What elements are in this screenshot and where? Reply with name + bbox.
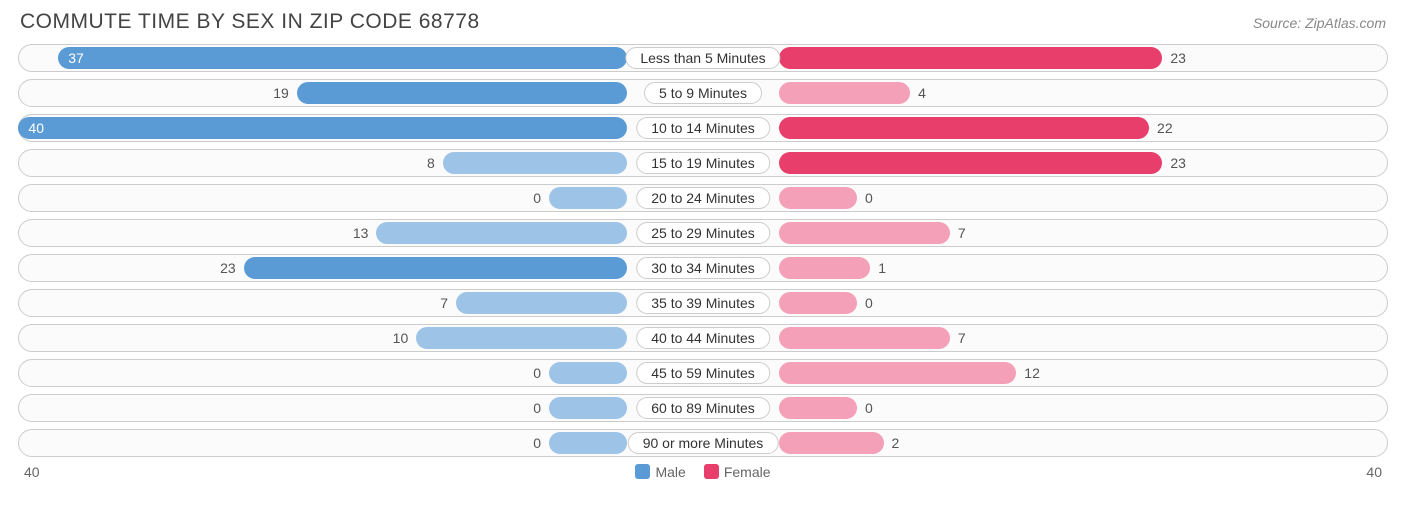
male-bar	[549, 362, 627, 384]
row-category-label: 90 or more Minutes	[628, 432, 779, 454]
axis-max-left: 40	[24, 464, 40, 480]
bar-row: 8 23 15 to 19 Minutes	[18, 149, 1388, 177]
row-category-label: 20 to 24 Minutes	[636, 187, 770, 209]
female-bar	[779, 257, 870, 279]
bar-row: 7 0 35 to 39 Minutes	[18, 289, 1388, 317]
male-value: 13	[353, 225, 369, 241]
female-swatch-icon	[704, 464, 719, 479]
female-value: 1	[878, 260, 886, 276]
female-bar	[779, 432, 884, 454]
male-value: 19	[273, 85, 289, 101]
female-bar	[779, 222, 950, 244]
male-bar	[443, 152, 627, 174]
male-bar	[549, 432, 627, 454]
bar-row: 0 0 60 to 89 Minutes	[18, 394, 1388, 422]
bar-row: 23 1 30 to 34 Minutes	[18, 254, 1388, 282]
axis-max-right: 40	[1366, 464, 1382, 480]
male-value: 23	[220, 260, 236, 276]
female-value: 23	[1170, 155, 1186, 171]
row-category-label: 60 to 89 Minutes	[636, 397, 770, 419]
bar-row: 0 0 20 to 24 Minutes	[18, 184, 1388, 212]
row-category-label: 45 to 59 Minutes	[636, 362, 770, 384]
male-value: 10	[393, 330, 409, 346]
legend-item-female: Female	[704, 464, 771, 480]
row-category-label: 5 to 9 Minutes	[644, 82, 762, 104]
female-value: 7	[958, 330, 966, 346]
female-bar	[779, 117, 1149, 139]
male-value: 40	[28, 120, 44, 136]
legend-label-female: Female	[724, 464, 771, 480]
diverging-bar-chart: 37 23 Less than 5 Minutes 19 4 5 to 9 Minutes…	[18, 44, 1388, 457]
male-swatch-icon	[635, 464, 650, 479]
male-bar	[376, 222, 627, 244]
female-value: 0	[865, 190, 873, 206]
male-value: 37	[68, 50, 84, 66]
bar-row: 40 22 10 to 14 Minutes	[18, 114, 1388, 142]
male-bar	[456, 292, 627, 314]
female-bar	[779, 152, 1162, 174]
female-bar	[779, 82, 910, 104]
chart-header: COMMUTE TIME BY SEX IN ZIP CODE 68778 So…	[18, 10, 1388, 34]
row-category-label: 15 to 19 Minutes	[636, 152, 770, 174]
female-bar	[779, 47, 1162, 69]
female-bar	[779, 187, 857, 209]
female-value: 2	[892, 435, 900, 451]
male-value: 0	[533, 190, 541, 206]
legend: Male Female	[635, 464, 770, 480]
male-bar	[549, 397, 627, 419]
legend-label-male: Male	[655, 464, 685, 480]
bar-row: 19 4 5 to 9 Minutes	[18, 79, 1388, 107]
male-value: 8	[427, 155, 435, 171]
female-value: 23	[1170, 50, 1186, 66]
chart-footer: 40 Male Female 40	[18, 464, 1388, 480]
female-value: 0	[865, 400, 873, 416]
male-bar	[244, 257, 627, 279]
bar-row: 10 7 40 to 44 Minutes	[18, 324, 1388, 352]
female-value: 0	[865, 295, 873, 311]
bar-row: 13 7 25 to 29 Minutes	[18, 219, 1388, 247]
chart-title: COMMUTE TIME BY SEX IN ZIP CODE 68778	[20, 10, 480, 34]
female-bar	[779, 327, 950, 349]
female-bar	[779, 362, 1016, 384]
male-bar	[58, 47, 627, 69]
row-category-label: 40 to 44 Minutes	[636, 327, 770, 349]
male-value: 0	[533, 435, 541, 451]
female-value: 4	[918, 85, 926, 101]
chart-source: Source: ZipAtlas.com	[1253, 15, 1386, 31]
female-bar	[779, 292, 857, 314]
male-value: 0	[533, 400, 541, 416]
row-category-label: Less than 5 Minutes	[625, 47, 780, 69]
male-value: 7	[440, 295, 448, 311]
bar-row: 0 12 45 to 59 Minutes	[18, 359, 1388, 387]
row-category-label: 10 to 14 Minutes	[636, 117, 770, 139]
male-bar	[297, 82, 627, 104]
row-category-label: 35 to 39 Minutes	[636, 292, 770, 314]
male-bar	[18, 117, 627, 139]
male-value: 0	[533, 365, 541, 381]
legend-item-male: Male	[635, 464, 685, 480]
male-bar	[549, 187, 627, 209]
row-category-label: 25 to 29 Minutes	[636, 222, 770, 244]
bar-row: 0 2 90 or more Minutes	[18, 429, 1388, 457]
row-category-label: 30 to 34 Minutes	[636, 257, 770, 279]
female-value: 22	[1157, 120, 1173, 136]
male-bar	[416, 327, 627, 349]
female-bar	[779, 397, 857, 419]
female-value: 7	[958, 225, 966, 241]
female-value: 12	[1024, 365, 1040, 381]
bar-row: 37 23 Less than 5 Minutes	[18, 44, 1388, 72]
